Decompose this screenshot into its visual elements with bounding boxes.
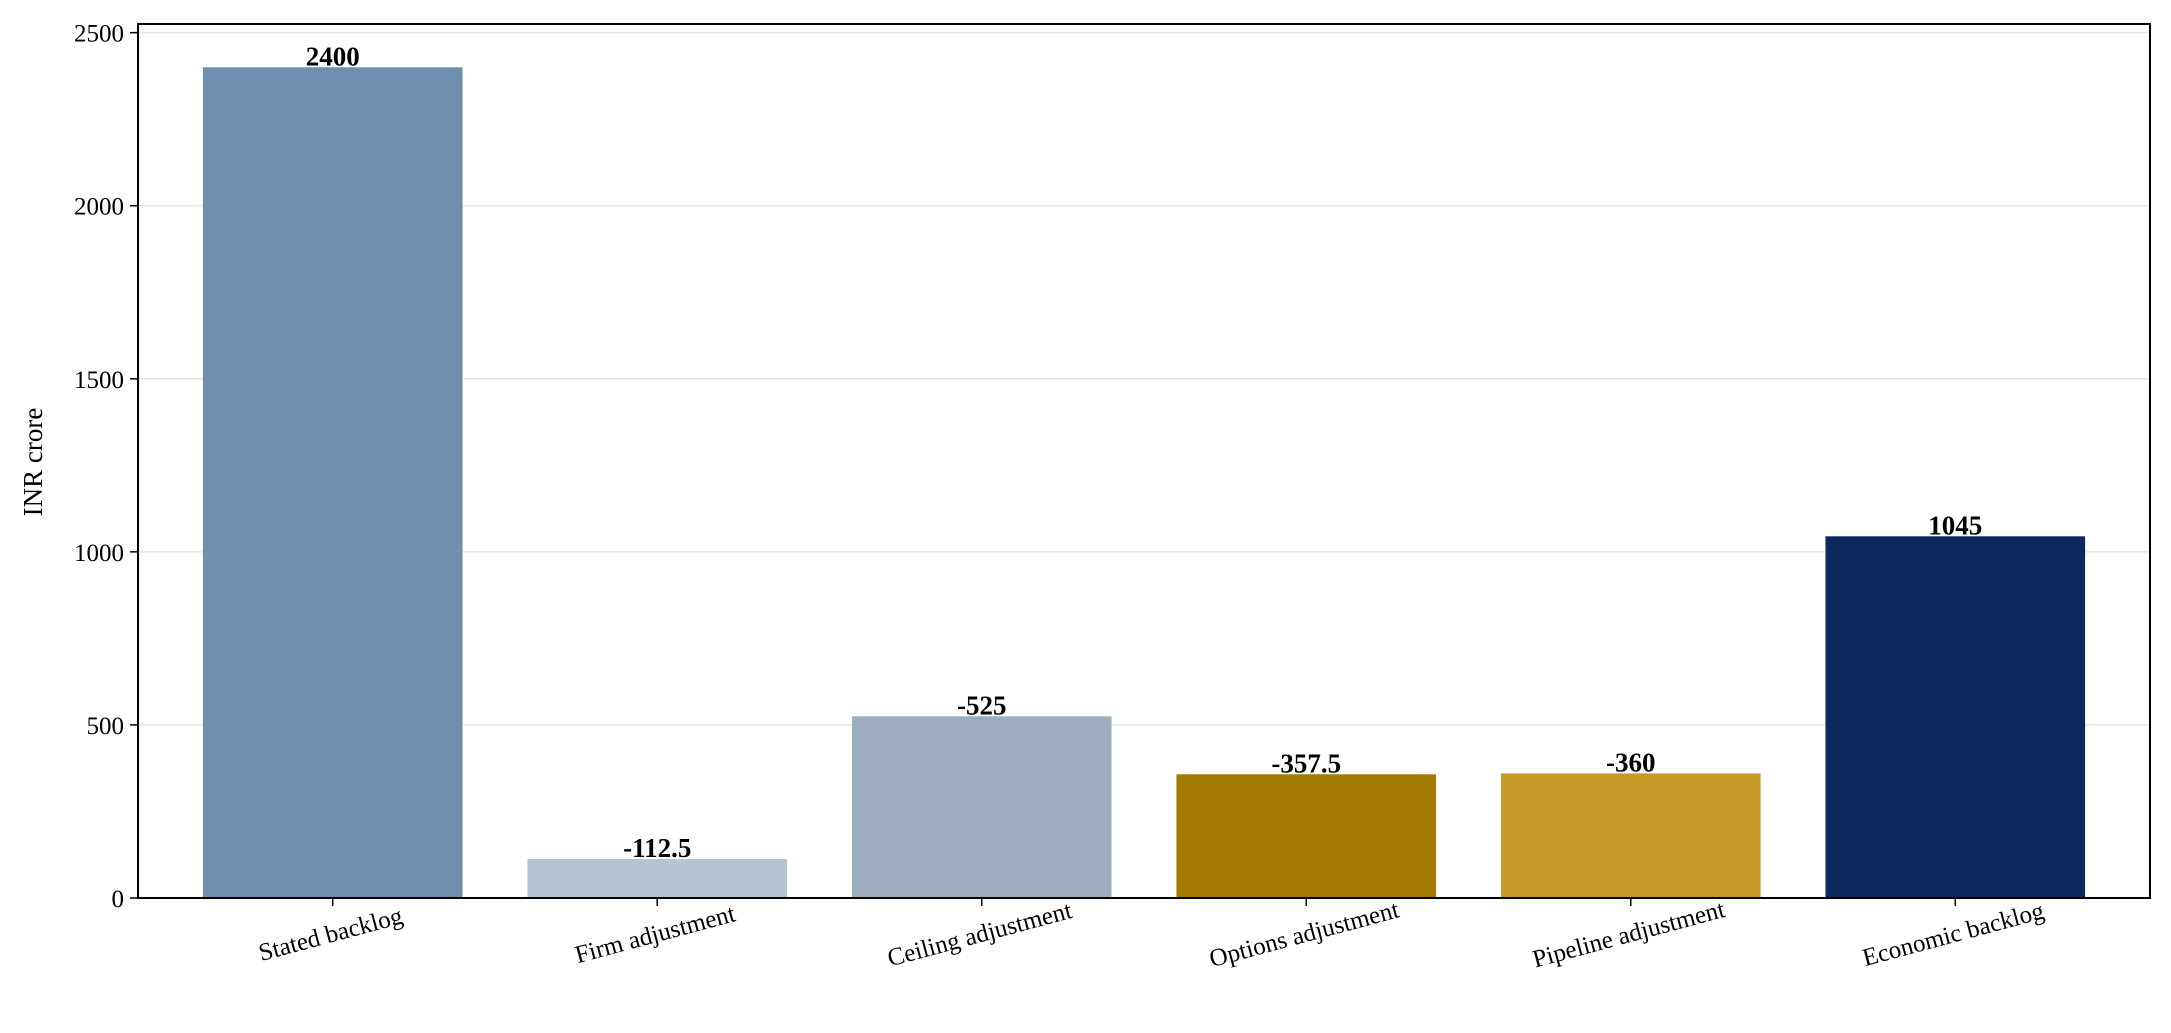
x-tick-label: Options adjustment <box>1207 896 1403 973</box>
y-tick-label: 1500 <box>74 367 124 394</box>
x-tick-label: Economic backlog <box>1860 897 2048 972</box>
bars <box>202 67 2086 898</box>
bar <box>851 716 1112 898</box>
bar <box>527 859 788 898</box>
y-axis-title: INR crore <box>18 408 48 517</box>
y-tick-label: 1000 <box>74 540 124 567</box>
data-label: -112.5 <box>623 833 691 863</box>
x-tick-label: Ceiling adjustment <box>885 897 1075 972</box>
plot-frame <box>137 23 2151 899</box>
bar <box>202 67 463 898</box>
x-axis: Stated backlog Firm adjustment Ceiling adj… <box>256 896 2048 973</box>
x-tick-label: Stated backlog <box>256 902 406 966</box>
y-tick-label: 500 <box>87 713 125 740</box>
data-label: 1045 <box>1928 510 1982 540</box>
bar <box>1500 773 1761 898</box>
gridlines <box>138 31 2150 726</box>
data-label: 2400 <box>306 41 360 71</box>
data-labels: 2400 -112.5 -525 -357.5 -360 1045 <box>306 41 1983 863</box>
y-tick-label: 2500 <box>74 21 124 48</box>
data-label: -525 <box>957 690 1007 720</box>
plot-border <box>137 23 2151 899</box>
y-axis: 0 500 1000 1500 2000 2500 <box>74 21 138 913</box>
data-label: -360 <box>1606 747 1656 777</box>
x-tick-label: Firm adjustment <box>572 900 738 969</box>
bar <box>1176 774 1437 898</box>
y-tick-label: 0 <box>112 886 125 913</box>
y-tick-label: 2000 <box>74 194 124 221</box>
x-tick-label: Pipeline adjustment <box>1530 896 1728 973</box>
bar <box>1825 536 2086 898</box>
data-label: -357.5 <box>1271 748 1341 778</box>
